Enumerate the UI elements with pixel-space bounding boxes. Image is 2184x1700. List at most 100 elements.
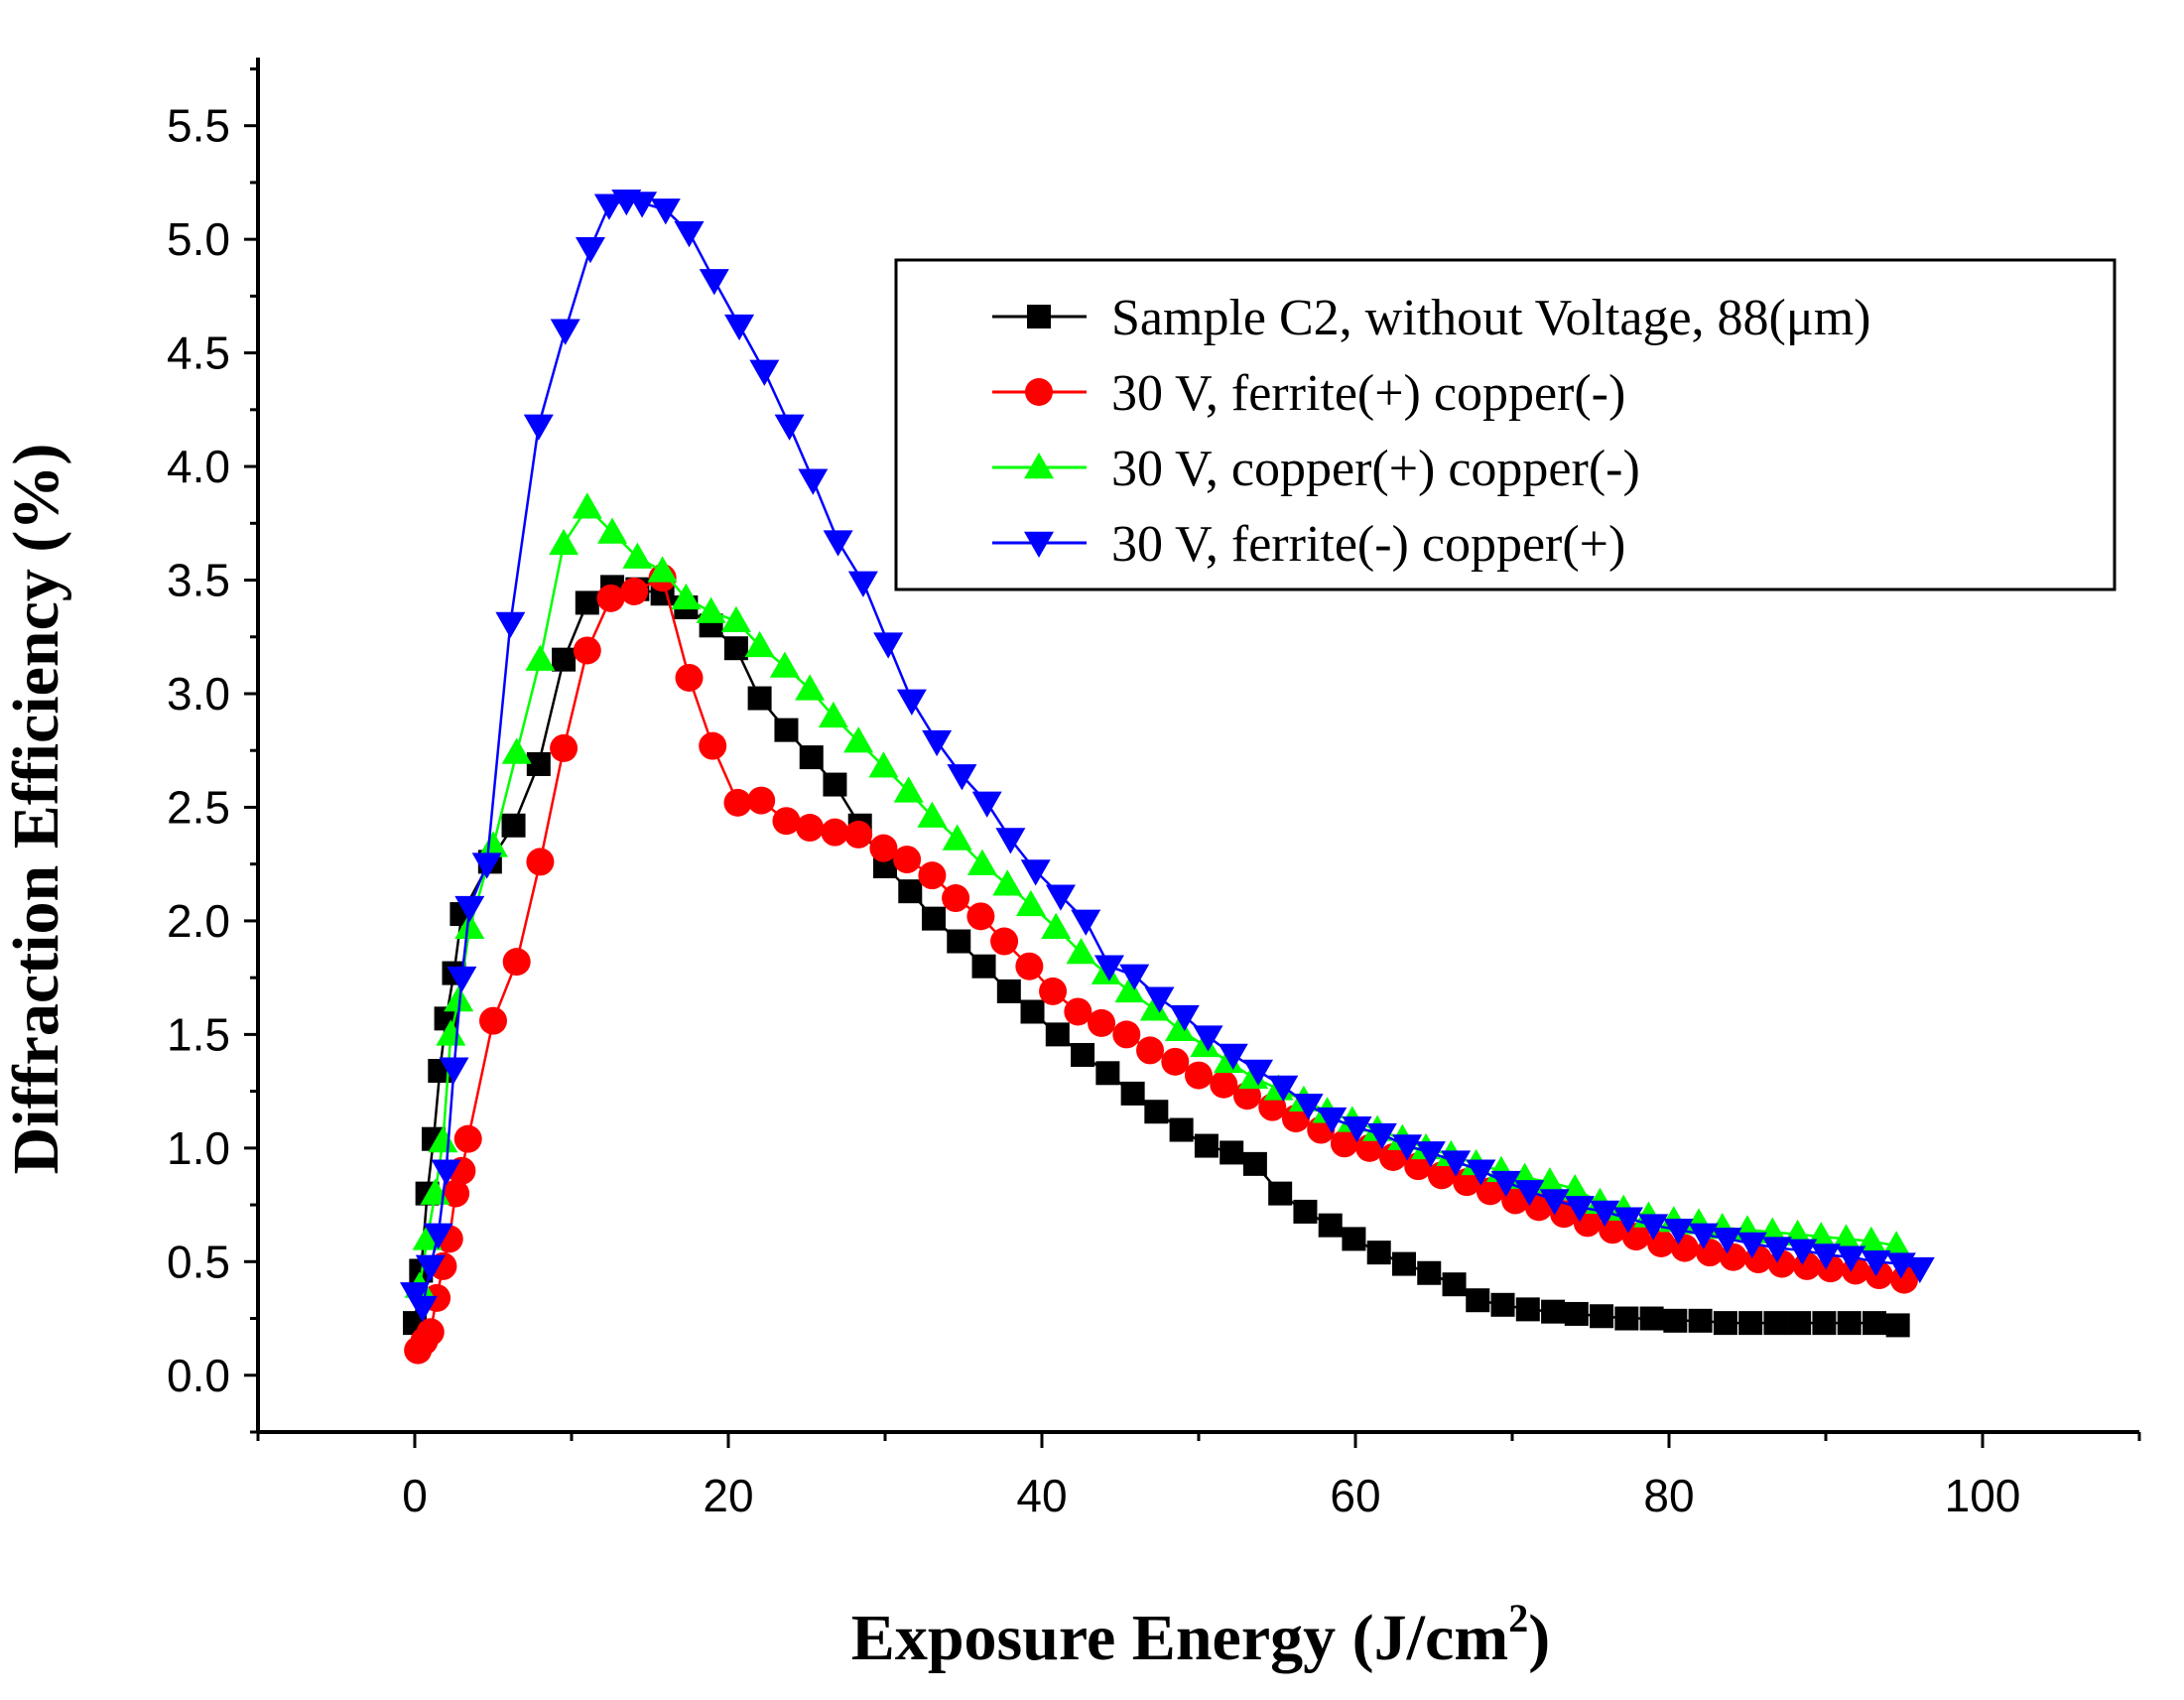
series-1-point: [1242, 1151, 1267, 1176]
series-1-point: [1045, 1022, 1070, 1047]
series-4-point: [627, 192, 658, 218]
series-4-point: [1762, 1237, 1793, 1263]
series-4-point: [922, 729, 953, 757]
legend: Sample C2, without Voltage, 88(μm) 30 V, …: [894, 258, 2117, 591]
series-4-point: [1119, 964, 1150, 990]
series-1-point: [1293, 1199, 1318, 1224]
series-2-point: [526, 848, 555, 876]
series-3-point: [893, 776, 924, 803]
series-4-point: [1590, 1200, 1620, 1227]
series-1-point: [1366, 1241, 1391, 1265]
series-3-point: [525, 644, 556, 671]
x-tick-label: 80: [1643, 1470, 1694, 1521]
series-1-point: [996, 979, 1021, 1003]
series-2-point: [1378, 1143, 1407, 1171]
series-4-point: [407, 1295, 438, 1323]
series-4-point: [439, 1057, 469, 1084]
series-3-point: [647, 556, 678, 583]
series-3-point: [1139, 994, 1170, 1021]
series-4-point: [650, 198, 681, 225]
series-1-point: [1169, 1117, 1194, 1142]
series-1-point: [799, 745, 824, 770]
series-2-point: [1185, 1061, 1213, 1090]
legend-marker: [1025, 378, 1053, 406]
series-3-point: [868, 751, 899, 778]
series-2-point: [1453, 1168, 1481, 1197]
series-3-point: [818, 701, 848, 728]
series-1-point: [1318, 1213, 1343, 1238]
series-3-point: [444, 985, 474, 1012]
series-2-point: [550, 733, 578, 762]
legend-label: 30 V, ferrite(-) copper(+): [1111, 516, 1625, 573]
legend-label: 30 V, ferrite(+) copper(-): [1111, 365, 1625, 422]
series-4-point: [1688, 1223, 1719, 1249]
series-4-point: [971, 791, 1002, 818]
y-tick-label: 3.5: [167, 555, 230, 606]
series-4-point: [1564, 1196, 1595, 1223]
series-2-point: [1281, 1105, 1310, 1133]
series-4-point: [1045, 884, 1076, 911]
series-3-point: [966, 849, 997, 875]
series-4-point: [575, 237, 605, 264]
series-3-point: [720, 605, 751, 632]
series-3-point: [572, 492, 602, 519]
series-3-point: [744, 630, 775, 658]
series-1-point: [774, 718, 799, 742]
series-4-point: [1466, 1159, 1496, 1186]
series-2-point: [966, 902, 995, 931]
y-tick-label: 4.0: [167, 441, 230, 492]
series-1-point: [1194, 1133, 1219, 1158]
y-tick-label: 0.5: [167, 1236, 230, 1287]
legend-entry-4: 30 V, ferrite(-) copper(+): [992, 516, 1625, 573]
series-4-point: [749, 359, 780, 386]
series-4-point: [774, 414, 805, 441]
x-tick-label: 0: [402, 1470, 428, 1521]
legend-entry-3: 30 V, copper(+) copper(-): [992, 441, 1640, 497]
series-4-point: [1836, 1245, 1866, 1272]
series-2-point: [990, 927, 1019, 956]
series-1-point: [1812, 1311, 1837, 1336]
legend-marker: [1024, 531, 1054, 558]
series-2-point: [1258, 1093, 1287, 1121]
series-1-point: [898, 879, 923, 904]
legend-marker: [1024, 453, 1054, 479]
series-2: [404, 564, 1918, 1365]
series-2-point: [1064, 997, 1092, 1026]
y-tick-label: 4.5: [167, 327, 230, 379]
series-4-point: [423, 1223, 453, 1249]
series-1-point: [1144, 1100, 1169, 1124]
series-1-point: [1590, 1304, 1614, 1329]
x-axis-title-main: Exposure Energy (J/cm: [851, 1602, 1508, 1674]
series-1-point: [1713, 1311, 1737, 1336]
series-4-point: [1612, 1207, 1643, 1234]
series-2-point: [675, 663, 704, 692]
series-1-point: [747, 686, 772, 711]
series-4-point: [1736, 1232, 1767, 1258]
series-3-point: [1041, 912, 1072, 940]
series-3-point: [549, 528, 579, 556]
series-4-point: [699, 269, 729, 296]
series-3-point: [1560, 1174, 1591, 1201]
x-tick-label: 100: [1945, 1470, 2021, 1521]
series-1-point: [575, 590, 599, 615]
series-1-point: [921, 906, 946, 931]
series-3-point: [769, 651, 800, 678]
series-1-point: [1688, 1308, 1713, 1333]
series-2-point: [1232, 1082, 1261, 1111]
series-2-point: [747, 786, 776, 815]
series-2-point: [1136, 1036, 1165, 1065]
series-2-point: [942, 884, 970, 913]
series-3-point: [917, 801, 948, 828]
series-4-point: [1514, 1180, 1545, 1207]
series-4-point: [1293, 1094, 1324, 1120]
series-4-point: [823, 530, 853, 557]
series-4-point: [1243, 1059, 1274, 1087]
series-2-point: [596, 584, 625, 612]
series-2-point: [1404, 1152, 1433, 1181]
series-1-point: [723, 636, 748, 661]
series-1-point: [971, 954, 996, 979]
legend-label: 30 V, copper(+) copper(-): [1111, 441, 1640, 497]
series-3-point: [428, 1125, 458, 1153]
legend-entries: Sample C2, without Voltage, 88(μm) 30 V, …: [992, 290, 1870, 573]
